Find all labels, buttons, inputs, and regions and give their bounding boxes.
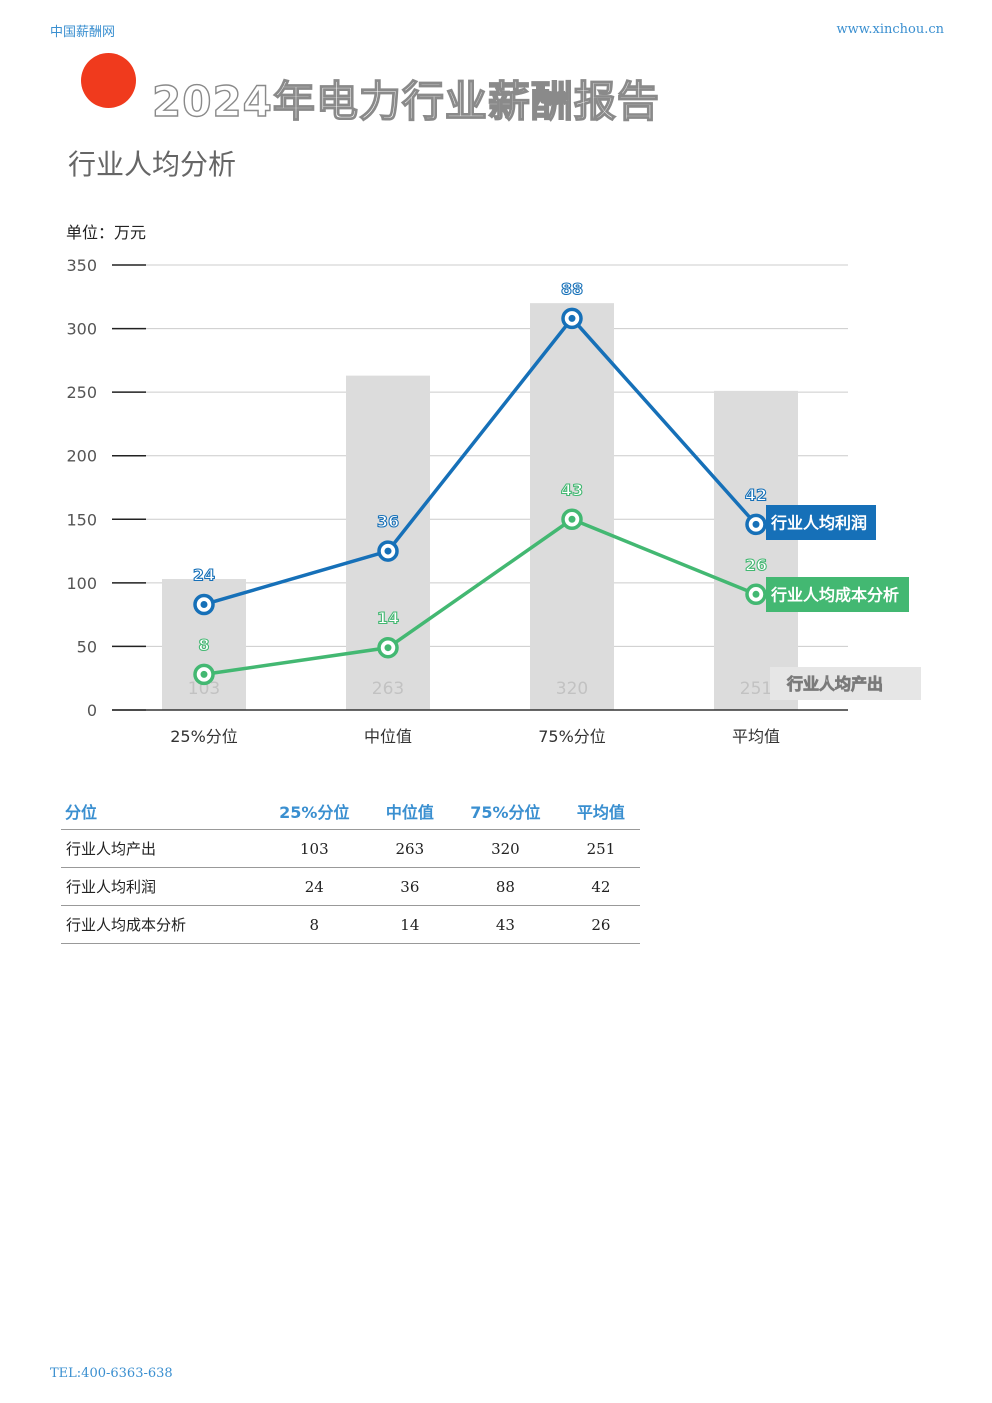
data-point-center bbox=[752, 520, 760, 528]
table-header-row: 分位 25%分位 中位值 75%分位 平均值 bbox=[61, 792, 640, 830]
table-row-label: 行业人均产出 bbox=[61, 829, 258, 868]
data-label: 8 bbox=[198, 635, 209, 654]
legend-label: 行业人均产出 bbox=[786, 675, 883, 694]
legend-label: 行业人均利润 bbox=[770, 514, 867, 533]
legend-label: 行业人均成本分析 bbox=[770, 586, 899, 605]
table-header-cell: 75%分位 bbox=[470, 802, 541, 822]
data-point-center bbox=[200, 670, 208, 678]
table-row-label: 行业人均利润 bbox=[61, 867, 258, 906]
y-tick-label: 350 bbox=[66, 256, 97, 275]
bar-value-label: 263 bbox=[372, 679, 404, 699]
red-dot-icon bbox=[81, 53, 136, 108]
data-point-center bbox=[752, 590, 760, 598]
table-cell: 43 bbox=[448, 905, 562, 944]
x-tick-label: 中位值 bbox=[364, 727, 412, 746]
table-cell: 24 bbox=[257, 867, 371, 906]
data-label: 43 bbox=[561, 480, 583, 499]
x-tick-label: 25%分位 bbox=[170, 727, 238, 746]
data-label: 26 bbox=[745, 555, 767, 574]
series-line bbox=[203, 517, 757, 677]
section-subtitle: 行业人均分析 bbox=[68, 148, 237, 181]
x-tick-label: 平均值 bbox=[732, 727, 780, 746]
data-point-center bbox=[568, 515, 576, 523]
table-row: 行业人均成本分析 8 14 43 26 bbox=[61, 905, 640, 944]
y-tick-label: 200 bbox=[66, 447, 97, 466]
footer-tel: TEL:400-6363-638 bbox=[50, 1366, 173, 1381]
bar-value-label: 103 bbox=[188, 679, 220, 699]
series-line bbox=[203, 315, 758, 607]
table-cell: 14 bbox=[370, 905, 449, 944]
data-label: 42 bbox=[745, 485, 767, 504]
table-cell: 42 bbox=[561, 867, 640, 906]
bar-value-label: 251 bbox=[740, 679, 772, 699]
data-table: 分位 25%分位 中位值 75%分位 平均值 行业人均产出 103 263 32… bbox=[61, 792, 640, 944]
x-tick-label: 75%分位 bbox=[538, 727, 606, 746]
bar-output bbox=[714, 390, 798, 710]
legend-tag bbox=[770, 667, 921, 700]
table-cell: 263 bbox=[370, 829, 449, 868]
table-header-cell: 分位 bbox=[65, 802, 98, 822]
salary-chart: 0 50 100 150 200 250 300 350 103 263 320 251 25%分位 中位… bbox=[66, 256, 921, 746]
bar-output bbox=[530, 303, 614, 710]
y-tick-label: 0 bbox=[87, 701, 97, 720]
bar-value-label: 320 bbox=[556, 679, 588, 699]
table-cell: 103 bbox=[257, 829, 371, 868]
table-cell: 36 bbox=[370, 867, 449, 906]
data-label: 14 bbox=[377, 609, 399, 628]
table-cell: 88 bbox=[448, 867, 562, 906]
table-header-cell: 中位值 bbox=[385, 802, 434, 822]
data-point-center bbox=[200, 600, 208, 608]
table-row: 行业人均产出 103 263 320 251 bbox=[61, 829, 640, 868]
y-tick-label: 50 bbox=[77, 637, 97, 656]
table-header-cell: 平均值 bbox=[576, 802, 625, 822]
data-point-center bbox=[568, 314, 576, 322]
y-tick-label: 100 bbox=[66, 574, 97, 593]
data-label: 24 bbox=[193, 565, 215, 584]
data-label: 36 bbox=[377, 512, 399, 531]
y-tick-label: 300 bbox=[66, 320, 97, 339]
y-tick-label: 250 bbox=[66, 383, 97, 402]
table-cell: 26 bbox=[561, 905, 640, 944]
table-cell: 320 bbox=[448, 829, 562, 868]
table-cell: 8 bbox=[257, 905, 371, 944]
table-header-cell: 25%分位 bbox=[279, 802, 350, 822]
table-row: 行业人均利润 24 36 88 42 bbox=[61, 867, 640, 906]
chart-unit-label: 单位：万元 bbox=[66, 223, 147, 242]
legend-tag bbox=[766, 577, 909, 612]
table-row-label: 行业人均成本分析 bbox=[61, 905, 258, 944]
legend-tag bbox=[766, 505, 876, 540]
site-url[interactable]: www.xinchou.cn bbox=[836, 22, 944, 37]
y-tick-label: 150 bbox=[66, 510, 97, 529]
page-title: 2024年电力行业薪酬报告 bbox=[151, 76, 660, 126]
brand-name: 中国薪酬网 bbox=[50, 25, 116, 40]
data-point-center bbox=[384, 644, 392, 652]
table-cell: 251 bbox=[561, 829, 640, 868]
data-label: 88 bbox=[561, 279, 583, 298]
data-point-center bbox=[384, 547, 392, 555]
